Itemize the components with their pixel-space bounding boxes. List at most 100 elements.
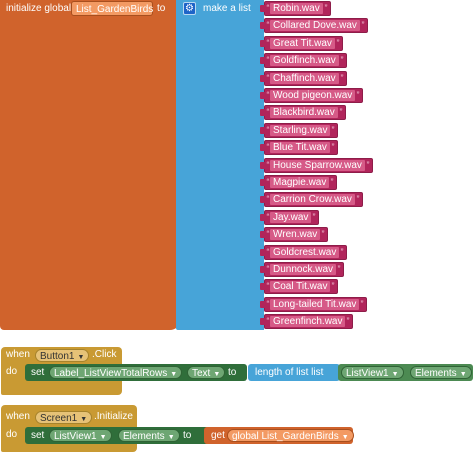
open-quote-mark: “ [266,73,270,83]
open-quote-mark: “ [266,90,270,100]
text-string-block[interactable]: “Collared Dove.wav” [260,18,368,33]
global-variable-name-field[interactable]: List_GardenBirds [71,1,153,16]
text-string-block[interactable]: “Goldcrest.wav” [260,245,347,260]
close-quote-mark: ” [340,73,344,83]
text-string-block[interactable]: “Long-tailed Tit.wav” [260,297,367,312]
text-string-block[interactable]: “Blue Tit.wav” [260,140,338,155]
text-string-value[interactable]: Blue Tit.wav [270,142,330,153]
text-string-value[interactable]: Robin.wav [270,3,323,14]
block-connector [260,283,265,290]
text-string-value[interactable]: Starling.wav [270,125,331,136]
close-quote-mark: ” [340,247,344,257]
set-label: set [31,367,45,378]
length-of-list-label: length of list list [255,367,324,378]
text-string-value[interactable]: Coal Tit.wav [270,281,331,292]
property-dropdown-elements[interactable]: Elements ▼ [410,366,472,379]
close-quote-mark: ” [356,194,360,204]
gear-icon[interactable]: ⚙ [183,2,196,15]
event-name-label: .Initialize [94,411,133,422]
close-quote-mark: ” [346,316,350,326]
block-connector [260,127,265,134]
text-string-block[interactable]: “Dunnock.wav” [260,262,344,277]
component-dropdown-screen1[interactable]: Screen1 ▼ [35,411,93,424]
open-quote-mark: “ [266,125,270,135]
text-string-value[interactable]: Greenfinch.wav [270,316,346,327]
block-connector [260,40,265,47]
text-string-value[interactable]: Jay.wav [270,212,312,223]
open-quote-mark: “ [266,316,270,326]
text-string-value[interactable]: Dunnock.wav [270,264,337,275]
text-string-block[interactable]: “Robin.wav” [260,1,331,16]
when-label: when [6,411,30,422]
close-quote-mark: ” [312,212,316,222]
text-string-value[interactable]: Wood pigeon.wav [270,90,356,101]
close-quote-mark: ” [321,229,325,239]
text-string-value[interactable]: Goldcrest.wav [270,247,340,258]
length-of-list-block[interactable] [248,364,340,381]
initialize-global-block[interactable] [0,0,180,330]
open-quote-mark: “ [266,281,270,291]
text-string-block[interactable]: “Jay.wav” [260,210,319,225]
text-string-block[interactable]: “Goldfinch.wav” [260,53,347,68]
property-dropdown-elements[interactable]: Elements ▼ [118,429,180,442]
text-string-block[interactable]: “Magpie.wav” [260,175,337,190]
open-quote-mark: “ [266,142,270,152]
text-string-block[interactable]: “Wren.wav” [260,227,328,242]
block-connector [260,57,265,64]
open-quote-mark: “ [266,160,270,170]
set-label: set [31,430,45,441]
text-string-block[interactable]: “Blackbird.wav” [260,105,346,120]
text-string-block[interactable]: “Greenfinch.wav” [260,314,353,329]
text-string-value[interactable]: Great Tit.wav [270,38,335,49]
text-string-block[interactable]: “Coal Tit.wav” [260,279,338,294]
text-string-value[interactable]: Long-tailed Tit.wav [270,299,360,310]
open-quote-mark: “ [266,247,270,257]
block-connector [260,22,265,29]
close-quote-mark: ” [339,107,343,117]
open-quote-mark: “ [266,55,270,65]
text-string-block[interactable]: “Carrion Crow.wav” [260,192,363,207]
component-dropdown-listview1[interactable]: ListView1 ▼ [49,429,112,442]
text-string-block[interactable]: “Starling.wav” [260,123,338,138]
open-quote-mark: “ [266,194,270,204]
initialize-global-label: initialize global [6,3,72,14]
make-a-list-label: make a list [203,3,251,14]
to-label: to [183,430,192,441]
text-string-block[interactable]: “Great Tit.wav” [260,36,343,51]
close-quote-mark: ” [324,3,328,13]
text-string-block[interactable]: “House Sparrow.wav” [260,158,373,173]
text-string-value[interactable]: House Sparrow.wav [270,160,365,171]
close-quote-mark: ” [331,281,335,291]
component-dropdown-button1[interactable]: Button1 ▼ [35,349,90,362]
close-quote-mark: ” [331,125,335,135]
block-connector [260,162,265,169]
open-quote-mark: “ [266,229,270,239]
open-quote-mark: “ [266,38,270,48]
open-quote-mark: “ [266,20,270,30]
text-string-value[interactable]: Wren.wav [270,229,321,240]
get-label: get [211,430,225,441]
text-string-value[interactable]: Chaffinch.wav [270,73,339,84]
text-string-value[interactable]: Collared Dove.wav [270,20,360,31]
close-quote-mark: ” [366,160,370,170]
text-string-value[interactable]: Magpie.wav [270,177,330,188]
block-connector [260,249,265,256]
text-string-block[interactable]: “Wood pigeon.wav” [260,88,363,103]
event-name-label: .Click [92,349,117,360]
component-dropdown-label-listviewtotalrows[interactable]: Label_ListViewTotalRows ▼ [49,366,183,379]
make-a-list-block[interactable] [176,0,264,330]
block-connector [260,214,265,221]
when-label: when [6,349,30,360]
text-string-value[interactable]: Carrion Crow.wav [270,194,355,205]
block-connector [260,318,265,325]
close-quote-mark: ” [340,55,344,65]
block-connector [260,301,265,308]
component-dropdown-listview1[interactable]: ListView1 ▼ [341,366,404,379]
variable-dropdown-global-list-gardenbirds[interactable]: global List_GardenBirds ▼ [227,429,354,442]
text-string-value[interactable]: Blackbird.wav [270,107,338,118]
text-string-value[interactable]: Goldfinch.wav [270,55,339,66]
open-quote-mark: “ [266,264,270,274]
open-quote-mark: “ [266,177,270,187]
property-dropdown-text[interactable]: Text ▼ [187,366,226,379]
text-string-block[interactable]: “Chaffinch.wav” [260,71,347,86]
